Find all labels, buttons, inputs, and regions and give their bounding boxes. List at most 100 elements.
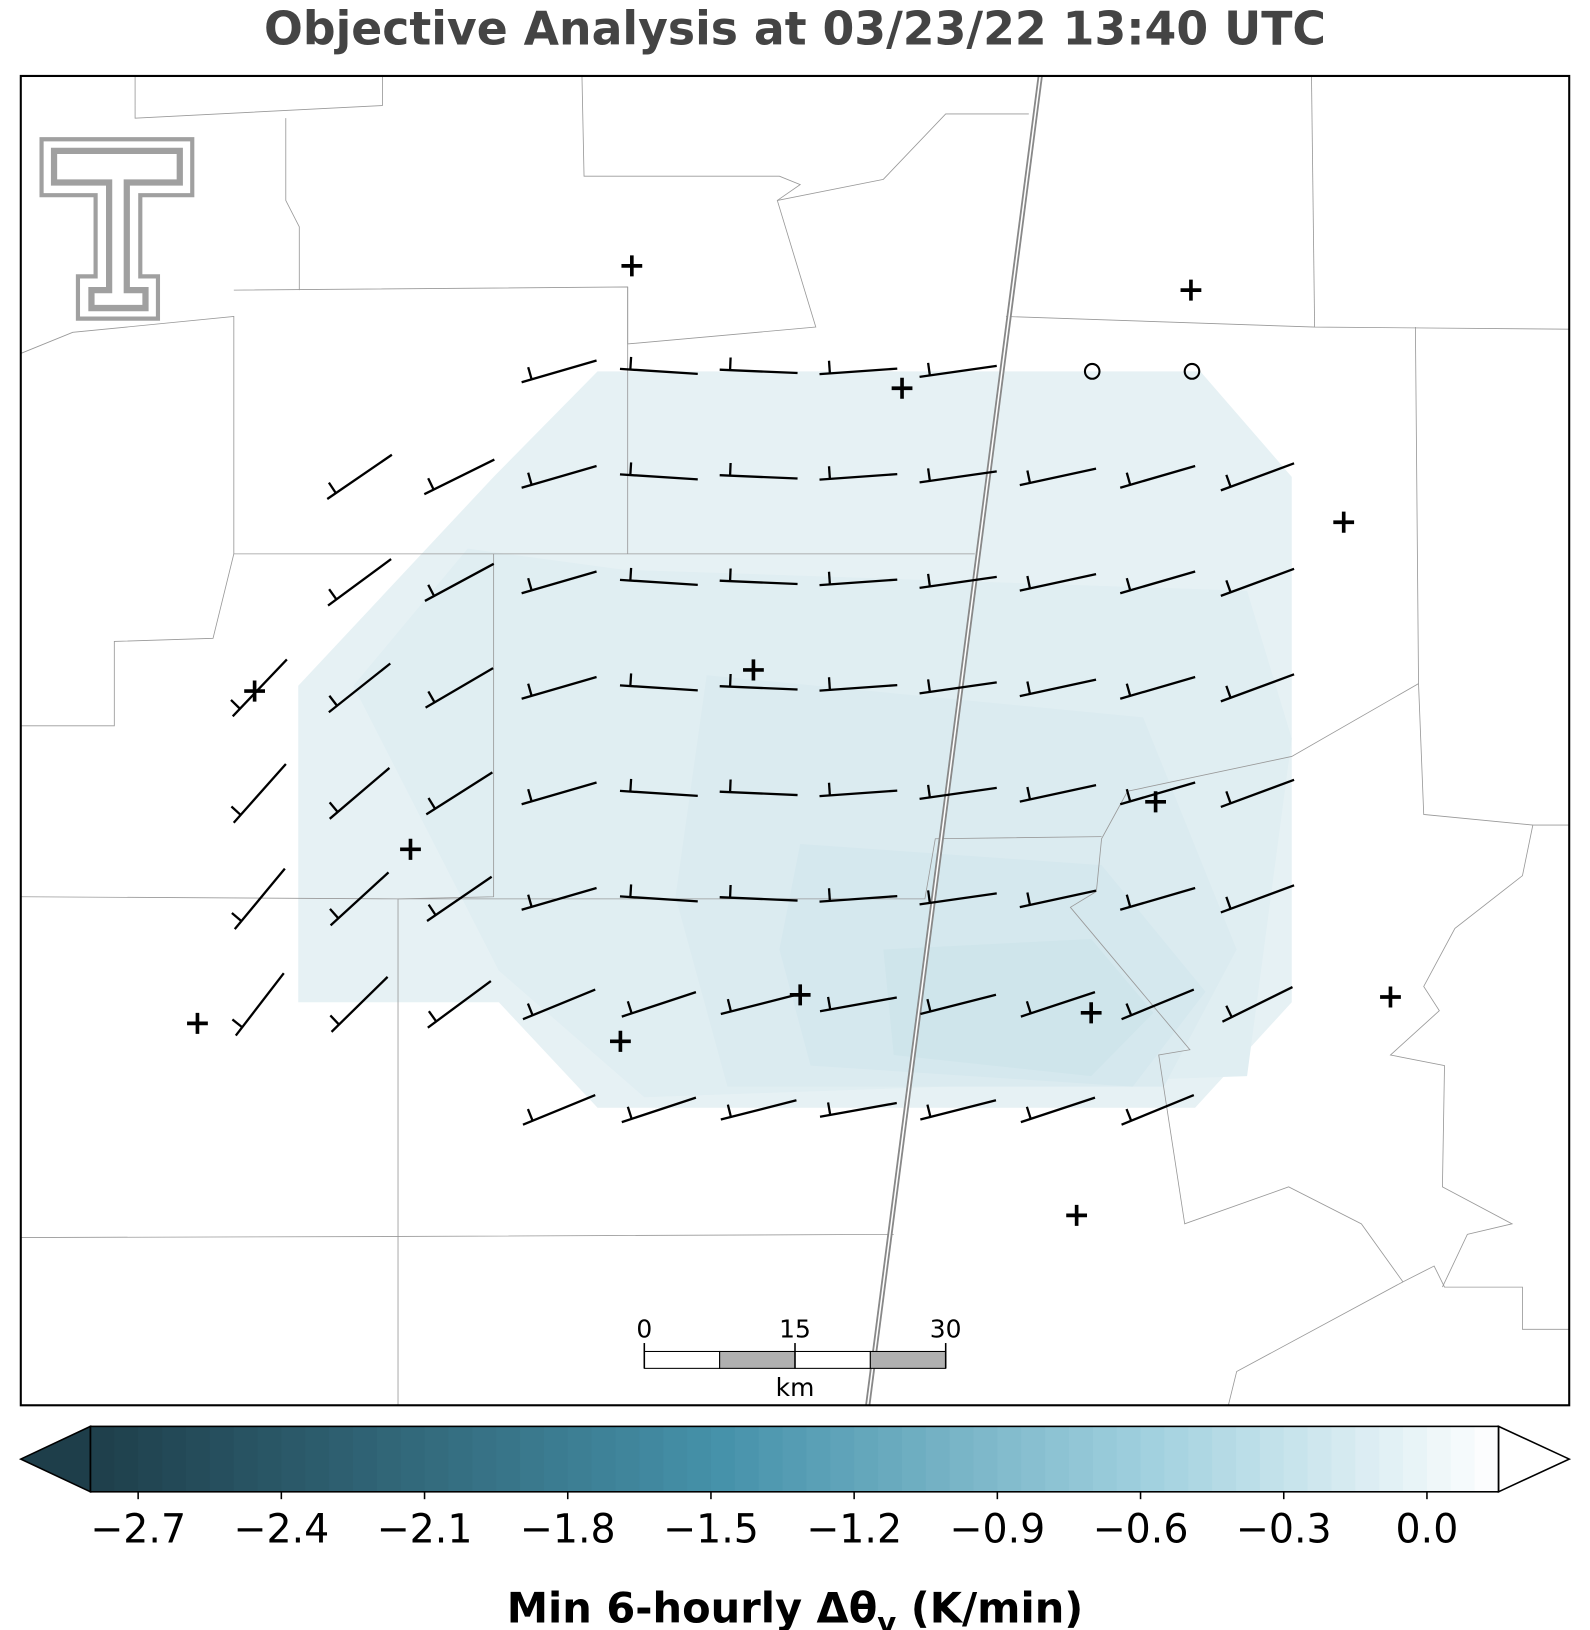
barb-staff [1220,462,1295,492]
color-level [734,1426,760,1492]
color-level [1355,1426,1380,1492]
color-level [114,1426,139,1492]
color-level [1474,1426,1500,1492]
barb-staff [919,892,997,906]
title: Objective Analysis at 03/23/22 13:40 UTC [264,1,1326,55]
station [1180,279,1202,301]
station [891,377,913,399]
barb-flag [427,1010,438,1023]
barb-staff [1019,784,1097,803]
station [610,1030,631,1052]
barb-staff [1119,886,1196,911]
color-level [305,1426,330,1492]
barb-flag [726,1104,733,1118]
barb-flag [629,673,633,687]
barb-flag [328,801,339,813]
barb-staff [426,875,493,922]
barb-staff [425,667,494,709]
barb-staff [720,1099,797,1121]
barb-staff [1220,778,1295,808]
barb-flag [926,362,931,376]
barb-flag [527,788,533,802]
barb-staff [719,368,798,375]
barb-staff [521,464,597,489]
barb-flag [327,481,337,494]
color-level [973,1426,998,1492]
scale-segment [794,1350,871,1369]
barb-staff [619,789,698,798]
barb-flag [427,584,436,597]
barb-flag [629,567,633,581]
barb-staff [919,786,997,801]
barb-flag [329,908,340,920]
barb-staff [919,364,997,379]
barb-flag [926,679,931,693]
barb-flag [629,356,633,370]
barb-staff [425,771,493,816]
color-level [448,1426,473,1492]
barb-staff [619,367,698,376]
barb-staff [819,789,898,798]
barb-flag [427,690,436,703]
color-level [949,1426,975,1492]
barb-staff [619,473,698,481]
color-level [1259,1426,1285,1492]
barb-flag [328,695,338,707]
barb-flag [626,1000,633,1014]
barb-staff [819,683,898,692]
scale-tick-label: 0 [636,1315,652,1344]
color-level [376,1426,402,1492]
color-level [90,1426,115,1492]
barb-flag [827,466,832,479]
color-level [1450,1426,1476,1492]
scale-segment [719,1350,796,1369]
color-level [1021,1426,1046,1492]
barb-flag [926,468,931,482]
barb-staff [1220,673,1295,703]
color-level [1331,1426,1356,1492]
color-level [878,1426,903,1492]
station [1145,791,1166,813]
barb-flag [527,366,533,380]
barb-flag [826,996,832,1010]
barb-staff [330,976,389,1033]
color-level [424,1426,449,1492]
barb-staff [819,894,898,903]
color-level [138,1426,163,1492]
scale-bar: km 0 15 30 [636,1315,961,1402]
barb-flag [1225,791,1232,804]
barb-flag [1125,1108,1133,1122]
barb-flag [926,890,931,904]
color-level [162,1426,187,1492]
barb-flag [926,573,931,587]
calm-station [1183,362,1201,380]
label-subscript: v [877,1606,896,1630]
barb-flag [1025,1000,1032,1014]
barb-staff [1119,675,1196,700]
color-level [281,1426,306,1492]
barb-staff [719,579,798,586]
color-level [1140,1426,1165,1492]
barb-flag [329,1014,340,1026]
color-level [567,1426,593,1492]
barb-staff [427,980,492,1029]
barb-staff [1020,991,1096,1018]
county-borders [20,75,1570,1406]
barb-flag [427,903,437,916]
barb-staff [423,458,495,496]
barb-flag [230,805,242,816]
color-level [352,1426,378,1492]
barb-flag [427,797,437,810]
colorbar-tick-label: −2.4 [233,1506,329,1552]
barb-flag [1026,786,1032,800]
barb-flag [1026,470,1032,484]
color-level [663,1426,688,1492]
colorbar-tick-label: −2.7 [90,1506,186,1552]
color-level [854,1426,879,1492]
barb-staff [328,662,391,714]
barb-flag [1225,896,1232,910]
barb-staff [819,367,898,376]
barb-staff [522,988,596,1021]
barb-staff [920,993,997,1016]
barb-staff [1220,884,1295,914]
